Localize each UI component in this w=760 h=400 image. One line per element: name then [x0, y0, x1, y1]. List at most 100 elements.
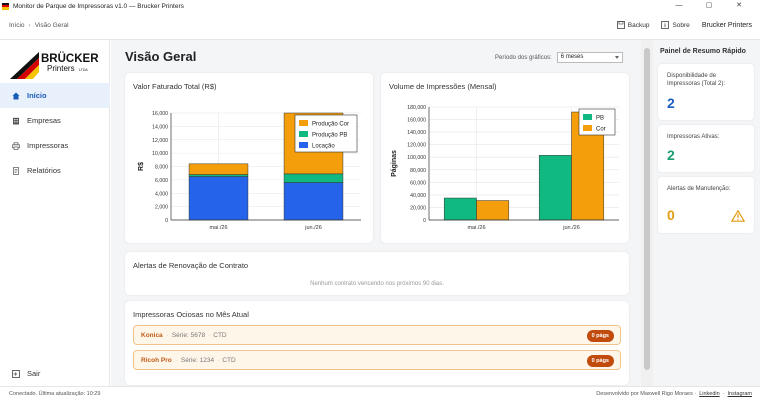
x-tick-label: mai./26: [467, 225, 485, 231]
logout-icon: [12, 369, 20, 378]
bar-segment: [283, 173, 344, 183]
instagram-link[interactable]: Instagram: [727, 391, 752, 397]
y-tick-label: 0: [165, 218, 168, 224]
credits: Desenvolvido por Maxwell Rigo Moraes · L…: [596, 391, 752, 397]
printer-name: Konica: [141, 331, 163, 339]
window-title: Monitor de Parque de Impressoras v1.0 — …: [13, 2, 184, 10]
printer-icon: [12, 141, 20, 150]
legend-swatch: [583, 114, 592, 120]
billing-chart-title: Valor Faturado Total (R$): [133, 82, 217, 91]
backup-label: Backup: [627, 21, 650, 29]
sidebar-nav: Início Empresas Impressoras Relatórios: [0, 83, 110, 183]
main-scrollbar[interactable]: [641, 40, 653, 386]
maintenance-alerts-label: Alertas de Manutenção:: [667, 186, 731, 192]
bar: [538, 155, 572, 221]
logo-text: BRÜCKER: [41, 52, 99, 65]
bar-segment: [188, 176, 249, 221]
period-select[interactable]: 6 meses: [556, 52, 623, 63]
printer-serial: Série: 5678: [171, 331, 206, 339]
save-icon: [616, 21, 625, 29]
logout-label: Sair: [27, 369, 41, 378]
legend-label: Cor: [596, 127, 606, 133]
breadcrumb-home[interactable]: Início: [9, 22, 25, 29]
linkedin-link[interactable]: Linkedin: [699, 391, 720, 397]
printer-tag: CTD: [213, 331, 227, 339]
sidebar-item-inicio[interactable]: Início: [0, 83, 110, 108]
y-tick-label: 40,000: [410, 193, 426, 199]
bar: [476, 200, 510, 221]
app-icon: [2, 2, 9, 10]
status-bar: Conectado. Última atualização: 10:29 Des…: [0, 386, 760, 400]
billing-chart: 0 2,000 4,000 6,000 8,000 10,000 12,000 14,000 1…: [138, 111, 361, 231]
volume-chart-card: Volume de Impressões (Mensal) 0 20,000 40,…: [381, 73, 629, 243]
sidebar: BRÜCKER Printers LTDA Início Empresas Im…: [0, 40, 110, 386]
sidebar-item-label: Empresas: [27, 116, 61, 125]
brand-name: Brucker Printers: [701, 21, 752, 29]
logo-subtext: Printers: [47, 64, 75, 73]
breadcrumb: Início › Visão Geral: [9, 22, 69, 29]
legend-label: Produção PB: [312, 133, 347, 139]
logo-small-text: LTDA: [79, 68, 88, 72]
idle-printer-row[interactable]: Ricoh Pro · Série: 1234 · CTD 0 págs: [133, 350, 621, 370]
printer-serial: Série: 1234: [180, 356, 215, 364]
printer-tag: CTD: [222, 356, 236, 364]
about-label: Sobre: [672, 21, 690, 29]
legend-swatch: [583, 125, 592, 131]
y-tick-label: 140,000: [407, 130, 426, 136]
logout-button[interactable]: Sair: [12, 369, 40, 378]
minimize-button[interactable]: —: [675, 2, 683, 9]
printer-name: Ricoh Pro: [141, 356, 172, 364]
legend-swatch: [299, 142, 308, 148]
y-tick-label: 14,000: [152, 124, 168, 130]
close-button[interactable]: ✕: [736, 2, 742, 9]
document-icon: [13, 166, 19, 175]
maintenance-alerts-value: 0: [667, 207, 675, 223]
brucker-logo: BRÜCKER Printers LTDA: [9, 46, 99, 80]
y-tick-label: 12,000: [152, 138, 168, 144]
y-tick-label: 180,000: [407, 105, 426, 111]
idle-printers-title: Impressoras Ociosas no Mês Atual: [133, 310, 249, 319]
scrollbar-thumb[interactable]: [644, 48, 650, 370]
billing-chart-card: Valor Faturado Total (R$) 0 2,000 4,000 6,0…: [125, 73, 373, 243]
bar-segment: [188, 163, 249, 175]
credit-separator: ·: [722, 391, 725, 397]
sidebar-item-relatorios[interactable]: Relatórios: [0, 158, 110, 183]
contract-alerts-title: Alertas de Renovação de Contrato: [133, 261, 249, 270]
breadcrumb-separator: ›: [28, 22, 31, 29]
quick-summary-title: Painel de Resumo Rápido: [660, 48, 746, 55]
sidebar-item-impressoras[interactable]: Impressoras: [0, 133, 110, 158]
y-tick-label: 2,000: [155, 205, 168, 211]
legend-label: PB: [596, 116, 604, 122]
active-printers-label: Impressoras Ativas:: [667, 134, 720, 140]
maximize-button[interactable]: ▢: [705, 2, 713, 9]
period-label: Período dos gráficos:: [495, 54, 552, 61]
home-icon: [12, 92, 20, 99]
breadcrumb-current: Visão Geral: [34, 22, 69, 29]
y-tick-label: 160,000: [407, 118, 426, 124]
building-icon: [13, 117, 19, 124]
about-button[interactable]: Sobre: [661, 21, 690, 29]
top-bar: Início › Visão Geral Backup Sobre Brucke…: [0, 12, 760, 40]
y-tick-label: 20,000: [410, 205, 426, 211]
idle-printer-row[interactable]: Konica · Série: 5678 · CTD 0 págs: [133, 325, 621, 345]
availability-card: Disponibilidade de Impressoras (Total 2)…: [658, 64, 754, 120]
maintenance-alerts-card: Alertas de Manutenção: 0: [658, 177, 754, 233]
warning-icon: [731, 210, 745, 222]
y-tick-label: 80,000: [410, 168, 426, 174]
volume-chart: 0 20,000 40,000 60,000 80,000 100,000 120,000 1…: [391, 105, 619, 231]
separator-dot: ·: [208, 331, 211, 339]
y-tick-label: 120,000: [407, 143, 426, 149]
y-axis-label: Páginas: [391, 150, 398, 177]
backup-button[interactable]: Backup: [616, 21, 650, 29]
bar-segment: [188, 174, 249, 177]
volume-chart-title: Volume de Impressões (Mensal): [389, 82, 497, 91]
sidebar-item-label: Relatórios: [27, 166, 61, 175]
x-tick-label: jun./26: [562, 225, 580, 231]
y-tick-label: 10,000: [152, 151, 168, 157]
y-axis-label: R$: [138, 162, 145, 171]
legend-label: Locação: [312, 144, 335, 150]
sidebar-item-empresas[interactable]: Empresas: [0, 108, 110, 133]
y-tick-label: 100,000: [407, 155, 426, 161]
pages-badge: 0 págs: [586, 355, 614, 367]
quick-summary-panel: Painel de Resumo Rápido Disponibilidade …: [653, 40, 760, 386]
